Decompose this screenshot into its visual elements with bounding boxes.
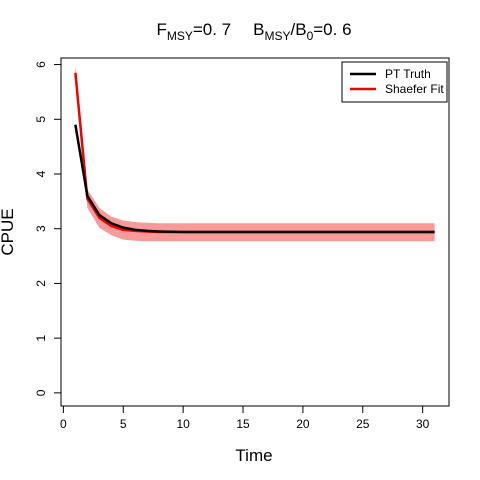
- x-tick-label: 5: [120, 417, 127, 431]
- y-tick-label: 0: [34, 389, 48, 396]
- title-f-sub: MSY: [167, 29, 193, 43]
- title-b-value: =0. 6: [313, 20, 351, 39]
- x-tick-label: 0: [60, 417, 67, 431]
- y-tick-label: 1: [34, 334, 48, 341]
- x-axis-title: Time: [235, 446, 272, 465]
- legend-box: [341, 61, 448, 103]
- legend: PT Truth Shaefer Fit: [341, 61, 448, 103]
- y-tick-label: 3: [34, 225, 48, 232]
- title-b-main: B: [253, 20, 264, 39]
- x-tick-label: 10: [176, 417, 190, 431]
- y-axis: 0 1 2 3 4 5 6: [34, 61, 62, 396]
- legend-label-pt-truth: PT Truth: [385, 67, 431, 81]
- x-tick-label: 20: [296, 417, 310, 431]
- x-tick-label: 30: [416, 417, 430, 431]
- series-line-pt-truth: [74, 124, 435, 234]
- y-tick-label: 5: [34, 116, 48, 123]
- y-tick-label: 6: [34, 61, 48, 68]
- legend-label-shaefer-fit: Shaefer Fit: [385, 82, 444, 96]
- title-f-main: F: [156, 20, 166, 39]
- series-lines-layer: [74, 72, 435, 234]
- title-f-value: =0. 7: [193, 20, 231, 39]
- title-b-sub: MSY: [264, 29, 290, 43]
- y-tick-label: 4: [34, 170, 48, 177]
- title-b-slash: /B: [291, 20, 307, 39]
- x-axis: 0 5 10 15 20 25 30: [60, 405, 430, 431]
- x-tick-label: 15: [236, 417, 250, 431]
- y-axis-title: CPUE: [0, 208, 17, 255]
- title-b-sub0: 0: [307, 29, 314, 43]
- y-tick-label: 2: [34, 280, 48, 287]
- x-tick-label: 25: [356, 417, 370, 431]
- chart-title: FMSY=0. 7 BMSY/B0=0. 6: [156, 20, 351, 43]
